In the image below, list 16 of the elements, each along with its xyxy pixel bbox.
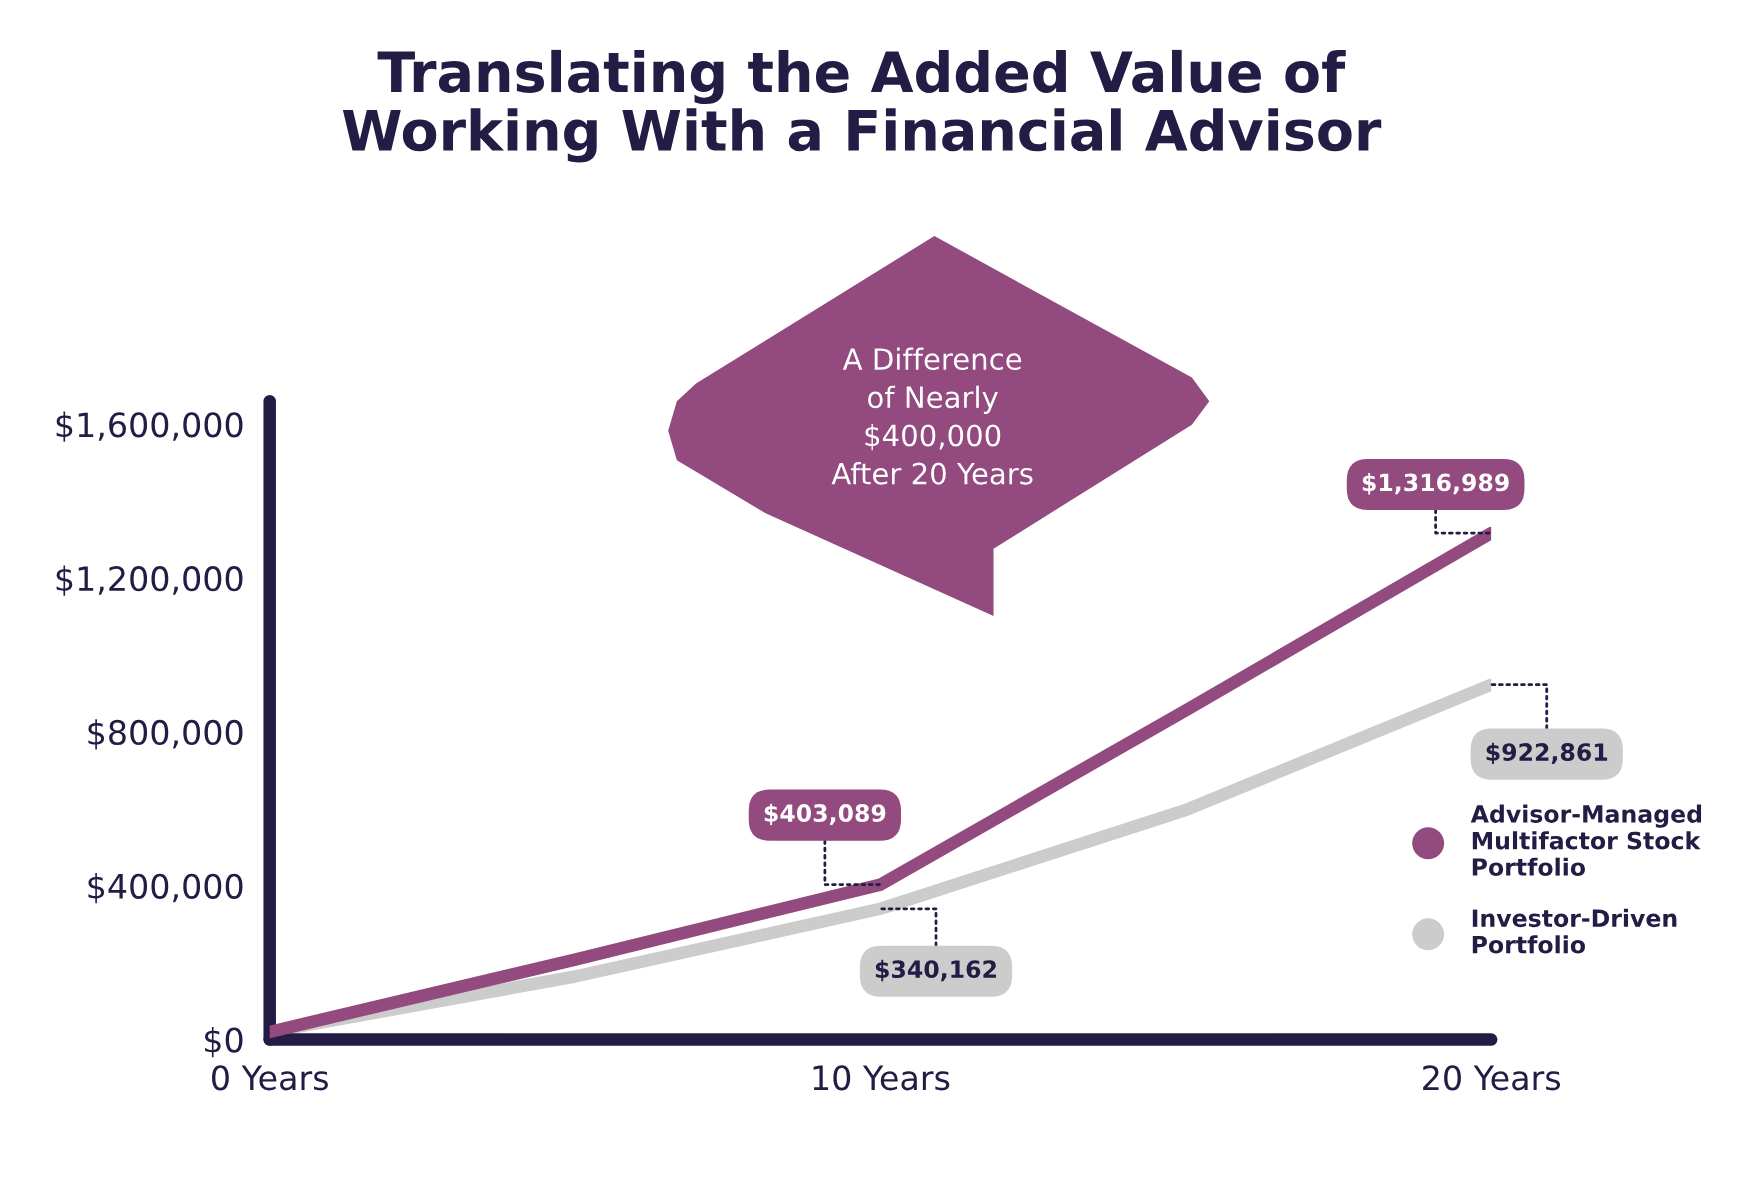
chart-title: Translating the Added Value of Working With a Financial Advisor xyxy=(342,49,1382,163)
legend-label: Advisor-Managed Multifactor Stock Portfolio xyxy=(1470,804,1702,876)
x-tick-label: 10 Years xyxy=(813,1065,950,1091)
annotation: A Difference of Nearly $400,000 After 20 Years xyxy=(831,347,1033,485)
y-tick-label: $400,000 xyxy=(88,873,243,904)
legend-label: Investor-Driven Portfolio xyxy=(1472,908,1677,954)
x-tick-label: 0 Years xyxy=(212,1065,328,1091)
data-label: $403,089 xyxy=(764,803,886,826)
data-label: $1,316,989 xyxy=(1362,473,1509,495)
x-tick-label: 20 Years xyxy=(1423,1065,1561,1091)
y-tick-label: $0 xyxy=(205,1026,243,1058)
y-tick-label: $800,000 xyxy=(88,719,243,750)
data-label: $340,162 xyxy=(875,959,996,982)
y-tick-label: $1,600,000 xyxy=(56,411,243,442)
y-tick-label: $1,200,000 xyxy=(56,565,243,596)
data-label: $922,861 xyxy=(1486,742,1608,765)
